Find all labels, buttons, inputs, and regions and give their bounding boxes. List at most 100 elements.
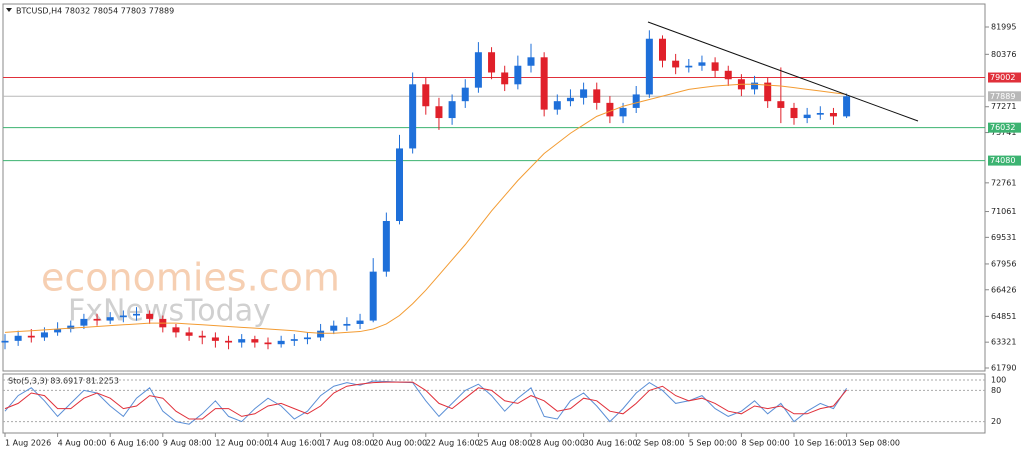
candle-body [198,335,206,338]
x-tick-label: 22 Aug 16:00 [426,439,480,448]
candle-body [488,52,496,73]
level-label: 76032 [990,123,1015,132]
candle-body [238,339,246,343]
x-tick-label: 9 Aug 08:00 [163,439,212,448]
y-tick-label: 80376 [991,50,1016,59]
x-tick-label: 6 Aug 16:00 [110,439,159,448]
y-tick-label: 81995 [991,23,1016,32]
level-label: 79002 [990,73,1015,82]
candle-body [501,72,509,85]
candle-body [1,340,9,343]
x-tick-label: 5 Sep 00:00 [689,439,737,448]
candle-body [777,101,785,108]
candle-body [698,62,706,66]
candle-body [54,329,62,333]
candle-body [27,335,35,338]
candle-body [764,82,772,102]
stoch-signal [4,381,847,420]
candle-body [14,335,22,341]
candle-body [396,148,403,222]
level-label: 74080 [990,156,1015,165]
candle-body [619,107,627,117]
candle-body [67,325,75,330]
candle-body [40,332,48,338]
level-label: 77889 [990,92,1015,101]
y-tick-label: 61790 [991,364,1016,373]
candle-body [672,60,680,68]
y-tick-label: 64851 [991,312,1016,321]
candle-body [133,313,140,316]
x-tick-label: 30 Aug 16:00 [584,439,638,448]
candle-body [790,107,798,119]
indicator-label: Sto(5,3,3) 83.6917 81.2253 [8,377,119,386]
level-tag [988,155,1021,166]
stoch-tick-label: 80 [991,386,1001,395]
x-tick-label: 28 Aug 00:00 [531,439,585,448]
candle-body [409,84,417,149]
y-tick-label: 71061 [991,207,1016,216]
candle-body [724,70,732,80]
x-tick-label: 10 Sep 16:00 [794,439,847,448]
candle-body [343,323,351,326]
candle-body [461,87,469,102]
candle-body [211,337,219,341]
candle-body [146,313,154,319]
candle-body [527,57,535,66]
chart-title: BTCUSD,H4 78032 78054 77803 77889 [16,7,174,16]
candle-body [751,82,759,90]
x-tick-label: 17 Aug 08:00 [321,439,375,448]
candle-body [843,96,851,117]
candle-body [632,94,640,108]
x-tick-label: 20 Aug 00:00 [373,439,427,448]
moving-average [4,83,847,334]
candle-body [645,38,653,95]
x-tick-label: 8 Sep 00:00 [741,439,789,448]
candle-body [80,318,88,326]
candle-body [172,327,180,333]
x-tick-label: 2 Sep 08:00 [636,439,684,448]
stoch-pane [2,373,986,434]
x-tick-label: 12 Aug 00:00 [215,439,269,448]
candle-body [435,106,443,119]
candle-body [580,89,588,98]
level-tag [988,91,1021,102]
x-tick-label: 14 Aug 16:00 [268,439,322,448]
candle-body [303,337,311,340]
stoch-tick-label: 100 [991,376,1006,385]
level-tag [988,72,1021,83]
candle-body [659,38,666,61]
y-tick-label: 77271 [991,102,1016,111]
x-tick-label: 4 Aug 00:00 [58,439,107,448]
candle-body [553,101,561,110]
candle-body [448,101,456,119]
title-arrow [6,8,12,12]
candle-body [369,271,377,321]
x-tick-label: 1 Aug 2026 [5,439,51,448]
candle-body [422,84,430,107]
candle-body [474,52,482,88]
candle-body [106,317,114,321]
level-tag [988,122,1021,133]
y-tick-label: 66426 [991,285,1016,294]
candle-body [264,342,272,345]
x-tick-label: 25 Aug 08:00 [478,439,532,448]
candle-body [93,318,101,321]
candle-body [566,97,574,102]
y-tick-label: 72761 [991,178,1016,187]
candle-body [593,89,601,103]
candle-body [829,112,837,117]
candle-body [514,65,522,85]
candle-body [119,315,127,318]
candle-body [290,339,298,341]
candle-body [225,340,233,343]
x-tick-label: 13 Sep 08:00 [847,439,900,448]
candle-body [540,57,548,110]
candle-body [277,340,285,345]
y-tick-label: 67956 [991,259,1016,268]
y-tick-label: 69531 [991,233,1016,242]
candle-body [606,102,614,117]
candle-body [251,339,259,343]
stoch-tick-label: 20 [991,417,1001,426]
watermark: economies.com [41,256,340,300]
